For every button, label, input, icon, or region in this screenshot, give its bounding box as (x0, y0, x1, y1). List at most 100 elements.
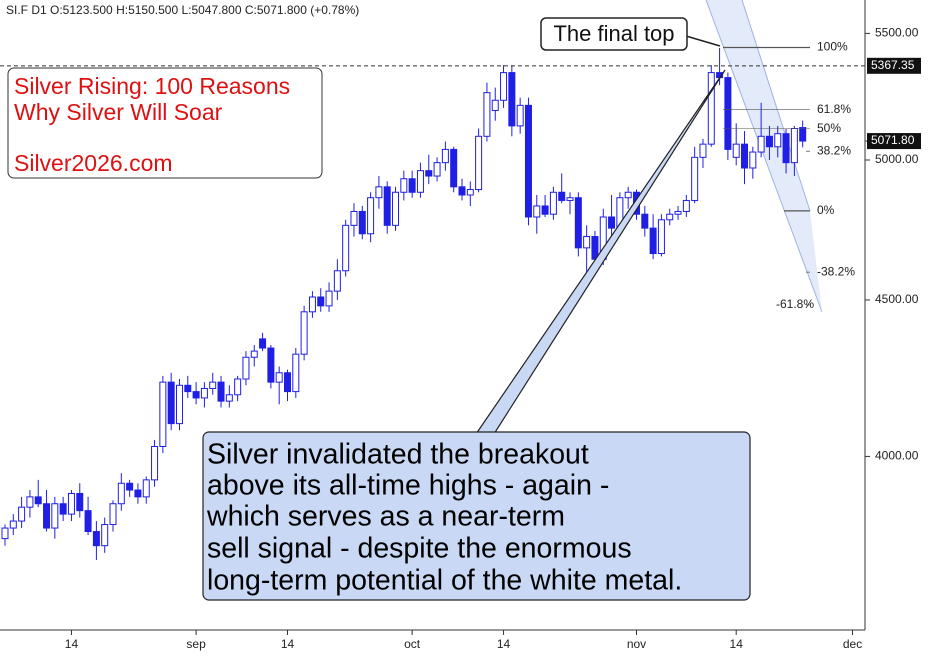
callout-text: above its all-time highs - again - (207, 470, 609, 502)
y-tick-label: 4000.00 (875, 449, 919, 463)
candle-body (541, 205, 549, 215)
candle-body (475, 135, 483, 191)
candle-body (583, 236, 591, 249)
fib-label: -61.8% (776, 297, 814, 311)
y-tick-label: 5500.00 (875, 26, 919, 40)
candle-body (508, 72, 516, 127)
candle-body (724, 77, 732, 150)
candle-body (682, 199, 690, 212)
x-tick-label: 14 (497, 637, 511, 651)
candle-body (325, 290, 333, 307)
candles (1, 47, 807, 560)
top-text: The final top (553, 21, 674, 46)
candle-body (342, 224, 350, 272)
candle-body (1, 527, 9, 540)
candle-body (433, 162, 441, 177)
candle-body (707, 72, 715, 145)
candle-body (117, 482, 125, 505)
top-box (540, 17, 688, 51)
candle-body (259, 338, 267, 349)
callout-text: which serves as a near-term (206, 501, 565, 533)
candle-body (558, 191, 566, 201)
candle-body (275, 372, 283, 383)
candle-body (624, 191, 632, 199)
candle-body (209, 381, 217, 389)
callout-text: Silver invalidated the breakout (207, 439, 589, 471)
candle-body (51, 503, 59, 529)
candle-body (408, 178, 416, 193)
candle-body (574, 197, 582, 249)
candle-body (367, 197, 375, 235)
promo-text: Why Silver Will Soar (14, 99, 223, 125)
x-tick-label: sep (186, 637, 206, 651)
candle-body (18, 506, 26, 522)
candle-body (757, 135, 765, 153)
candle-body (151, 445, 159, 481)
price-level-label: 5071.80 (871, 133, 915, 147)
candle-body (200, 387, 208, 399)
candle-body (250, 350, 258, 358)
fib-label: 38.2% (817, 143, 851, 157)
channel-line (705, 0, 823, 313)
candle-body (76, 492, 84, 512)
candle-body (765, 135, 773, 148)
candle-body (101, 524, 109, 547)
price-level-box (867, 57, 921, 74)
candle-body (159, 381, 167, 447)
candle-body (732, 143, 740, 158)
candle-body (308, 296, 316, 313)
candle-body (691, 156, 699, 201)
candle-body (67, 492, 75, 515)
fib-label: -38.2% (817, 264, 855, 278)
candle-body (591, 236, 599, 260)
x-tick-label: nov (627, 637, 646, 651)
candle-body (491, 99, 499, 111)
candle-body (649, 227, 657, 255)
candle-body (234, 378, 242, 396)
candle-body (450, 148, 458, 188)
y-tick-label: 4500.00 (875, 292, 919, 306)
candle-body (799, 127, 807, 142)
candle-body (175, 384, 183, 425)
candle-body (350, 210, 358, 226)
candle-body (300, 311, 308, 355)
candle-body (92, 531, 100, 547)
candle-body (392, 191, 400, 226)
candle-body (641, 213, 649, 229)
candle-body (608, 216, 616, 229)
x-tick-label: oct (404, 637, 421, 651)
candle-body (666, 213, 674, 221)
candle-body (699, 143, 707, 158)
header: SI.F D1 O:5123.500 H:5150.500 L:5047.800… (6, 3, 359, 17)
candle-body (84, 510, 92, 533)
candle-body (466, 189, 474, 196)
price-level-box (867, 133, 921, 150)
callout-text: long-term potential of the white metal. (207, 565, 682, 597)
candle-body (184, 384, 192, 393)
callout-box (202, 431, 751, 601)
candle-body (284, 372, 292, 393)
candle-body (741, 143, 749, 169)
candle-body (34, 496, 42, 505)
candle-body (292, 353, 300, 393)
candle-body (400, 178, 408, 193)
candle-body (9, 520, 17, 529)
fib-label: 61.8% (817, 102, 851, 116)
candle-body (516, 104, 524, 127)
candle-body (375, 186, 383, 199)
candle-body (134, 489, 142, 498)
callout-text: sell signal - despite the enormous (207, 533, 632, 565)
x-tick-label: 14 (65, 637, 79, 651)
candle-body (225, 394, 233, 402)
candle-body (533, 205, 541, 218)
candle-body (500, 72, 508, 101)
x-tick-label: 14 (730, 637, 744, 651)
candle-body (458, 186, 466, 196)
promo-text: Silver2026.com (14, 150, 173, 176)
x-tick-label: dec (843, 637, 862, 651)
candle-body (142, 479, 150, 498)
top-pointer (685, 35, 721, 47)
candle-body (333, 270, 341, 292)
fib-label: 0% (817, 203, 835, 217)
